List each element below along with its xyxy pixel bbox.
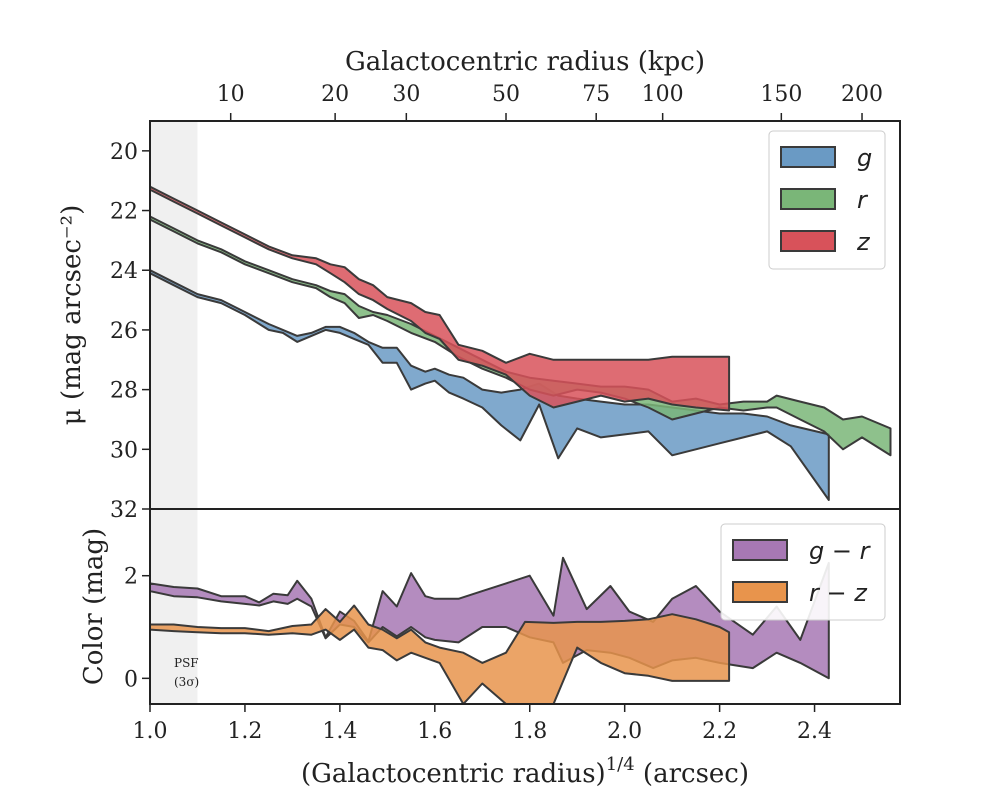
- ytick-label: 28: [110, 379, 138, 404]
- legend-label-gr: g − r: [809, 537, 872, 565]
- legend-label-r: r: [857, 186, 869, 214]
- psf-label-line2: (3σ): [174, 675, 199, 689]
- band-rz: [150, 604, 731, 704]
- psf-shaded-region-top: [150, 121, 198, 509]
- xtick-label: 2.2: [702, 719, 737, 744]
- x-axis-label: (Galactocentric radius)1/4 (arcsec): [301, 754, 749, 789]
- top-tick-label: 200: [841, 82, 883, 107]
- band-z: [150, 185, 731, 412]
- xtick-label: 1.0: [133, 719, 168, 744]
- ytick-label: 2: [124, 565, 138, 590]
- bottom-panel-frame: [149, 508, 901, 705]
- band-r: [150, 215, 892, 457]
- psf-label-line1: PSF: [174, 656, 199, 670]
- surface-brightness-series: [150, 185, 892, 501]
- top-tick-label: 30: [392, 82, 420, 107]
- xtick-label: 2.0: [607, 719, 642, 744]
- ytick-label: 32: [110, 498, 138, 523]
- ytick-label: 26: [110, 319, 138, 344]
- ytick-label: 24: [110, 259, 138, 284]
- ytick-label: 22: [110, 200, 138, 225]
- ytick-label: 20: [110, 140, 138, 165]
- legend-swatch-g: [780, 146, 836, 168]
- axes: 20 22 24 26 28 30 32 10 20 30 50 75 100 150 200 0 2 1.0 1.…: [110, 82, 883, 744]
- legend-surface-brightness: grz: [768, 130, 886, 270]
- xtick-label: 1.8: [512, 719, 547, 744]
- legend-swatch-z: [780, 230, 836, 252]
- top-tick-label: 100: [642, 82, 684, 107]
- top-tick-label: 75: [582, 82, 610, 107]
- top-tick-label: 20: [321, 82, 349, 107]
- legend-swatch-r: [780, 188, 836, 210]
- band-g: [150, 269, 830, 501]
- ytick-label: 0: [124, 667, 138, 692]
- xtick-label: 1.2: [227, 719, 262, 744]
- xtick-label: 1.4: [322, 719, 357, 744]
- top-axis-label: Galactocentric radius (kpc): [345, 47, 705, 77]
- legend-swatch-rz: [732, 581, 788, 603]
- color-series: [150, 556, 830, 704]
- legend-swatch-gr: [732, 539, 788, 561]
- top-tick-label: 50: [492, 82, 520, 107]
- legend-label-rz: r − z: [809, 579, 868, 607]
- legend-label-z: z: [856, 228, 871, 256]
- y-axis-label-surface-brightness: μ (mag arcsec⁻²): [57, 205, 87, 425]
- psf-shaded-region-bottom: [150, 509, 198, 704]
- y-axis-label-color: Color (mag): [79, 528, 109, 685]
- top-tick-label: 10: [217, 82, 245, 107]
- legend-label-g: g: [857, 144, 872, 172]
- legend-color: g − r r − z: [720, 523, 886, 621]
- ytick-label: 30: [110, 438, 138, 463]
- top-tick-label: 150: [760, 82, 802, 107]
- xtick-label: 2.4: [797, 719, 832, 744]
- xtick-label: 1.6: [417, 719, 452, 744]
